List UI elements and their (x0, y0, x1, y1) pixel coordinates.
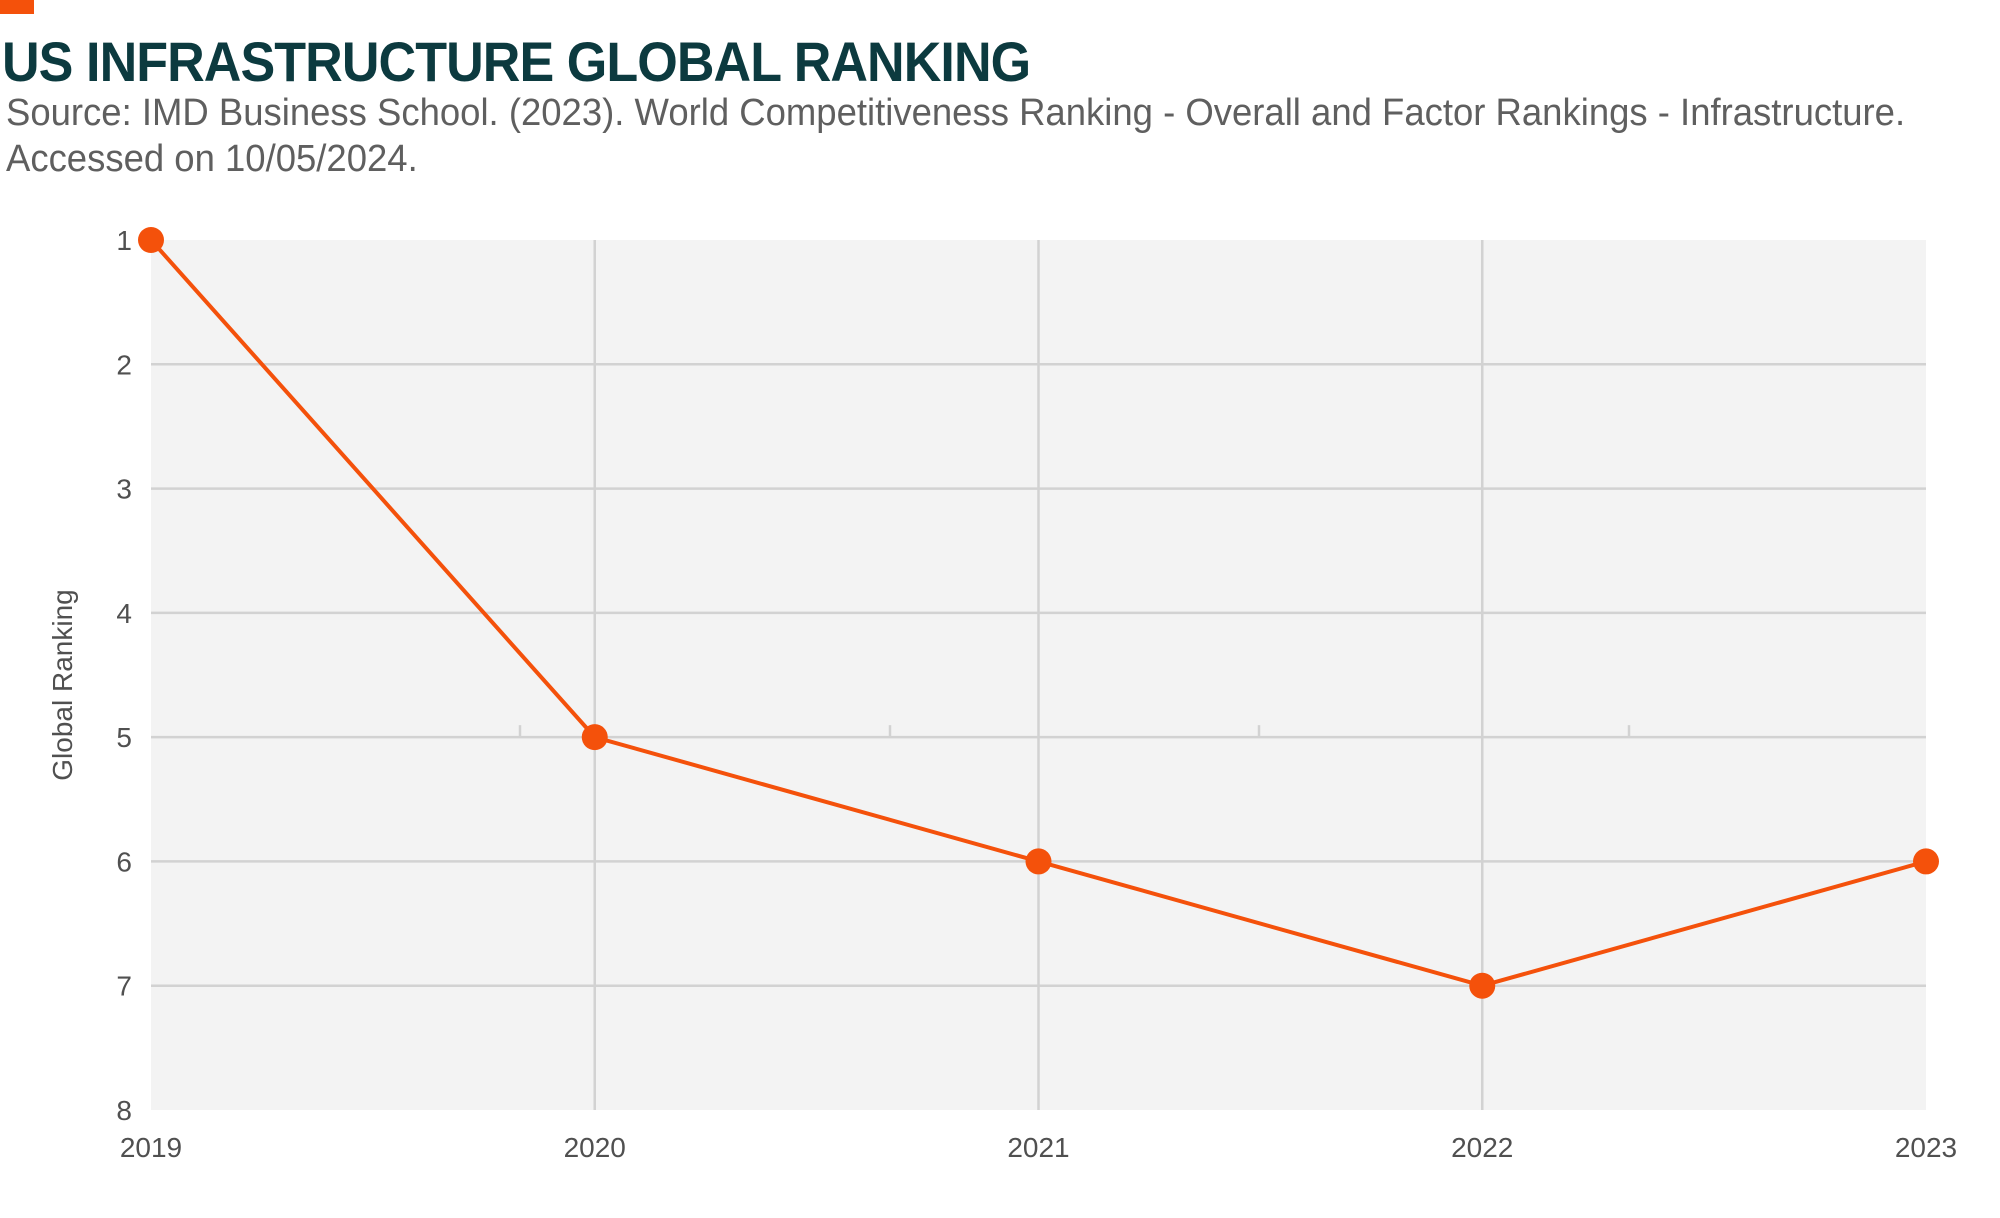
y-tick-label-1: 1 (116, 225, 132, 256)
y-tick-label-8: 8 (116, 1095, 132, 1126)
x-tick-label-2023: 2023 (1895, 1132, 1957, 1163)
y-tick-label-3: 3 (116, 474, 132, 505)
x-tick-label-2020: 2020 (564, 1132, 626, 1163)
y-tick-label-5: 5 (116, 722, 132, 753)
x-tick-label-2022: 2022 (1451, 1132, 1513, 1163)
y-tick-label-7: 7 (116, 971, 132, 1002)
data-point-2021 (1025, 848, 1052, 875)
y-tick-label-2: 2 (116, 349, 132, 380)
y-tick-label-4: 4 (116, 598, 132, 629)
data-point-2023 (1913, 848, 1939, 875)
chart-source-subtitle: Source: IMD Business School. (2023). Wor… (6, 92, 1906, 180)
x-tick-label-2021: 2021 (1007, 1132, 1069, 1163)
chart-title: US INFRASTRUCTURE GLOBAL RANKING (2, 30, 1031, 93)
x-axis-ticks: 2019 2020 2021 2022 2023 (120, 1132, 1957, 1163)
title-accent-bar (0, 0, 34, 14)
x-tick-label-2019: 2019 (120, 1132, 182, 1163)
y-axis-ticks: 1 2 3 4 5 6 7 8 (116, 225, 132, 1126)
series-ranking (138, 227, 1939, 999)
data-point-2022 (1469, 972, 1496, 999)
data-point-2019 (138, 227, 164, 253)
y-tick-label-6: 6 (116, 846, 132, 877)
data-point-2020 (581, 724, 608, 751)
y-axis-label: Global Ranking (47, 589, 78, 780)
minor-ticks (518, 725, 1631, 738)
